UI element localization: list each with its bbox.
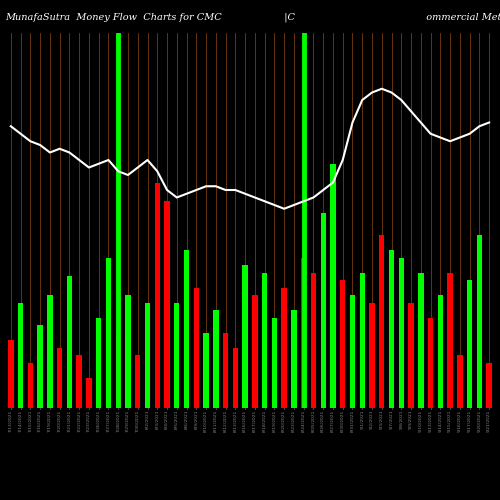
Bar (66, 276, 72, 407)
Bar (8, 340, 14, 407)
Bar (320, 212, 326, 408)
Text: MunafaSutra  Money Flow  Charts for CMC                    |C                   : MunafaSutra Money Flow Charts for CMC |C (5, 12, 500, 22)
Bar (311, 272, 316, 407)
Bar (174, 302, 180, 408)
Bar (408, 302, 414, 408)
Bar (135, 355, 140, 408)
Bar (272, 318, 277, 408)
Bar (282, 288, 287, 408)
Bar (145, 302, 150, 408)
Bar (57, 348, 62, 408)
Bar (116, 332, 121, 407)
Bar (38, 325, 43, 407)
Bar (379, 235, 384, 408)
Bar (232, 348, 238, 408)
Bar (389, 250, 394, 408)
Bar (467, 280, 472, 407)
Bar (252, 295, 258, 408)
Bar (457, 355, 462, 408)
Bar (398, 258, 404, 408)
Bar (213, 310, 218, 408)
Bar (428, 318, 434, 408)
Bar (301, 258, 306, 408)
Bar (86, 378, 92, 408)
Bar (194, 288, 199, 408)
Bar (350, 295, 355, 408)
Bar (262, 272, 268, 407)
Bar (330, 164, 336, 408)
Bar (204, 332, 209, 407)
Bar (476, 235, 482, 408)
Bar (164, 201, 170, 408)
Bar (370, 302, 374, 408)
Bar (418, 272, 424, 407)
Bar (486, 362, 492, 408)
Bar (340, 280, 345, 407)
Bar (184, 250, 189, 408)
Bar (76, 355, 82, 408)
Bar (291, 310, 296, 408)
Bar (126, 295, 130, 408)
Bar (448, 272, 453, 407)
Bar (360, 272, 365, 407)
Bar (223, 332, 228, 407)
Bar (242, 265, 248, 408)
Bar (438, 295, 443, 408)
Bar (96, 318, 102, 408)
Bar (106, 258, 111, 408)
Bar (28, 362, 33, 408)
Bar (47, 295, 52, 408)
Bar (18, 302, 24, 408)
Bar (154, 182, 160, 408)
